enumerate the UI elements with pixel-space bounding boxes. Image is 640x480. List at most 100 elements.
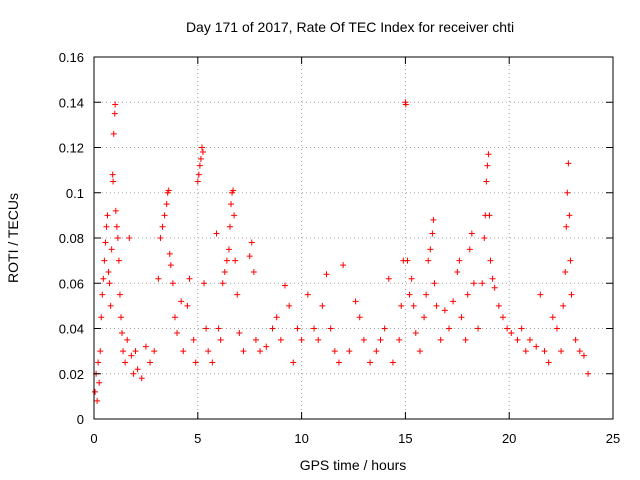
data-point	[232, 257, 239, 264]
data-point	[263, 343, 270, 350]
data-point	[109, 171, 116, 178]
data-point	[102, 239, 109, 246]
data-point	[196, 162, 203, 169]
data-point	[130, 370, 137, 377]
data-point	[147, 359, 154, 366]
data-point	[412, 330, 419, 337]
data-point	[431, 280, 438, 287]
data-point	[132, 348, 139, 355]
data-point	[112, 101, 119, 108]
data-point	[169, 280, 176, 287]
data-point	[226, 223, 233, 230]
data-point	[199, 149, 206, 156]
data-point	[360, 336, 367, 343]
data-point	[470, 280, 477, 287]
data-point	[108, 246, 115, 253]
data-point	[205, 348, 212, 355]
data-point	[101, 257, 108, 264]
data-point	[165, 187, 172, 194]
data-point	[367, 359, 374, 366]
data-point	[248, 239, 255, 246]
data-point	[171, 314, 178, 321]
data-point	[209, 359, 216, 366]
data-point	[454, 268, 461, 275]
data-point	[567, 257, 574, 264]
data-point	[564, 189, 571, 196]
data-point	[236, 330, 243, 337]
data-point	[286, 302, 293, 309]
data-point	[119, 330, 126, 337]
data-point	[230, 187, 237, 194]
data-point	[340, 262, 347, 269]
data-point	[120, 348, 127, 355]
data-point	[234, 291, 241, 298]
data-point	[568, 291, 575, 298]
y-tick-label: 0.08	[59, 231, 84, 246]
data-point	[566, 212, 573, 219]
data-point	[138, 375, 145, 382]
data-point	[537, 291, 544, 298]
data-point	[526, 336, 533, 343]
data-point	[381, 325, 388, 332]
data-point	[184, 302, 191, 309]
data-point	[408, 275, 415, 282]
data-point	[518, 325, 525, 332]
data-point	[406, 291, 413, 298]
data-point	[445, 325, 452, 332]
points-layer	[92, 99, 592, 404]
data-point	[161, 212, 168, 219]
data-point	[180, 348, 187, 355]
data-point	[110, 178, 117, 185]
data-point	[421, 314, 428, 321]
y-tick-label: 0.06	[59, 276, 84, 291]
data-point	[194, 178, 201, 185]
data-point	[94, 397, 101, 404]
data-point	[195, 171, 202, 178]
data-point	[281, 282, 288, 289]
data-point	[106, 280, 113, 287]
data-point	[549, 314, 556, 321]
data-point	[508, 330, 515, 337]
x-tick-label: 20	[502, 431, 516, 446]
data-point	[269, 325, 276, 332]
data-point	[499, 314, 506, 321]
data-point	[553, 325, 560, 332]
data-point	[425, 257, 432, 264]
data-point	[217, 336, 224, 343]
data-point	[429, 230, 436, 237]
data-point	[277, 336, 284, 343]
ticks-layer: 0 0.02 0.04 0.06 0.08 0.1 0.12 0.14 0.16 0 5 10 15 20…	[59, 50, 621, 446]
data-point	[450, 298, 457, 305]
data-point	[563, 223, 570, 230]
data-point	[95, 359, 102, 366]
data-point	[565, 160, 572, 167]
data-point	[484, 162, 491, 169]
data-point	[304, 291, 311, 298]
data-point	[190, 336, 197, 343]
data-point	[157, 235, 164, 241]
data-point	[416, 348, 423, 355]
x-tick-label: 0	[90, 431, 97, 446]
data-point	[396, 336, 403, 343]
data-point	[514, 336, 521, 343]
data-point	[246, 253, 253, 260]
data-point	[252, 336, 259, 343]
data-point	[327, 325, 334, 332]
data-point	[335, 359, 342, 366]
y-tick-label: 0.14	[59, 95, 84, 110]
data-point	[319, 302, 326, 309]
data-point	[456, 257, 463, 264]
data-point	[389, 359, 396, 366]
data-point	[495, 302, 502, 309]
data-point	[487, 257, 494, 264]
y-axis-title: ROTI / TECUs	[5, 193, 21, 283]
y-tick-label: 0.12	[59, 141, 84, 156]
data-point	[159, 223, 166, 230]
data-point	[213, 230, 220, 237]
data-point	[462, 336, 469, 343]
data-point	[485, 151, 492, 158]
data-point	[576, 348, 583, 355]
y-tick-label: 0.04	[59, 322, 84, 337]
x-tick-label: 10	[294, 431, 308, 446]
